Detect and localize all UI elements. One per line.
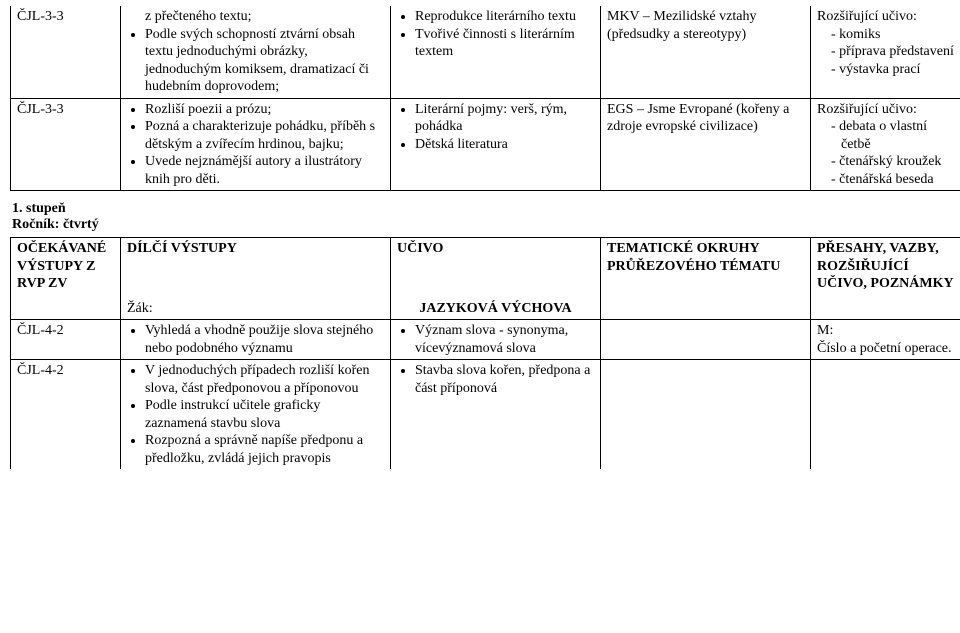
outcomes-cell: V jednoduchých případech rozliší kořen s… xyxy=(121,360,391,470)
outcomes-cell: Vyhledá a vhodně použije slova stejného … xyxy=(121,320,391,360)
header-c4: PŘESAHY, VAZBY, ROZŠIŘUJÍCÍ UČIVO, POZNÁ… xyxy=(811,238,960,320)
theme-text: MKV – Mezilidské vztahy (předsudky a ste… xyxy=(607,8,804,43)
list-item: Dětská literatura xyxy=(415,136,594,154)
top-table: ČJL-3-3 z přečteného textu; Podle svých … xyxy=(10,6,960,191)
list-item: Rozliší poezii a prózu; xyxy=(145,101,384,119)
header-sub: Žák: xyxy=(127,300,384,318)
notes-text: M: Číslo a početní operace. xyxy=(817,322,954,357)
list-item: výstavka prací xyxy=(831,61,954,79)
outcomes-list: Rozliší poezii a prózu; Pozná a charakte… xyxy=(127,101,384,189)
theme-cell: EGS – Jsme Evropané (kořeny a zdroje evr… xyxy=(601,98,811,191)
curriculum-cell: Význam slova - synonyma, vícevýznamová s… xyxy=(391,320,601,360)
list-item: Literární pojmy: verš, rým, pohádka xyxy=(415,101,594,136)
list-item: V jednoduchých případech rozliší kořen s… xyxy=(145,362,384,397)
curriculum-list: Význam slova - synonyma, vícevýznamová s… xyxy=(397,322,594,357)
list-item: Podle svých schopností ztvární obsah tex… xyxy=(145,26,384,96)
section-line2: Ročník: čtvrtý xyxy=(12,217,950,233)
code-cell: ČJL-4-2 xyxy=(11,320,121,360)
header-sub: JAZYKOVÁ VÝCHOVA xyxy=(397,300,594,318)
header-text: UČIVO xyxy=(397,240,594,258)
outcomes-list: V jednoduchých případech rozliší kořen s… xyxy=(127,362,384,467)
theme-cell: MKV – Mezilidské vztahy (předsudky a ste… xyxy=(601,6,811,98)
code: ČJL-3-3 xyxy=(17,101,114,119)
list-item: Rozpozná a správně napíše předponu a pře… xyxy=(145,432,384,467)
list-item: čtenářský kroužek xyxy=(831,153,954,171)
intro-text: z přečteného textu; xyxy=(127,8,384,26)
header-text: OČEKÁVANÉ VÝSTUPY Z RVP ZV xyxy=(17,241,106,291)
page: ČJL-3-3 z přečteného textu; Podle svých … xyxy=(0,0,960,633)
notes-lead: Rozšiřující učivo: xyxy=(817,8,954,26)
outcomes-list: Podle svých schopností ztvární obsah tex… xyxy=(127,26,384,96)
code-cell: ČJL-4-2 xyxy=(11,360,121,470)
header-text: TEMATICKÉ OKRUHY PRŮŘEZOVÉHO TÉMATU xyxy=(607,241,780,274)
list-item: komiks xyxy=(831,26,954,44)
table-row: ČJL-4-2 Vyhledá a vhodně použije slova s… xyxy=(11,320,960,360)
header-row: OČEKÁVANÉ VÝSTUPY Z RVP ZV DÍLČÍ VÝSTUPY… xyxy=(11,238,960,320)
code: ČJL-4-2 xyxy=(17,362,114,380)
table-row: ČJL-3-3 z přečteného textu; Podle svých … xyxy=(11,6,960,98)
list-item: debata o vlastní četbě xyxy=(831,118,954,153)
notes-cell xyxy=(811,360,960,470)
header-c0: OČEKÁVANÉ VÝSTUPY Z RVP ZV xyxy=(11,238,121,320)
curriculum-cell: Literární pojmy: verš, rým, pohádka Děts… xyxy=(391,98,601,191)
theme-text: EGS – Jsme Evropané (kořeny a zdroje evr… xyxy=(607,101,804,136)
notes-cell: Rozšiřující učivo: komiks příprava předs… xyxy=(811,6,960,98)
notes-cell: M: Číslo a početní operace. xyxy=(811,320,960,360)
curriculum-list: Stavba slova kořen, předpona a část příp… xyxy=(397,362,594,397)
list-item: Podle instrukcí učitele graficky zazname… xyxy=(145,397,384,432)
outcomes-cell: z přečteného textu; Podle svých schopnos… xyxy=(121,6,391,98)
header-c3: TEMATICKÉ OKRUHY PRŮŘEZOVÉHO TÉMATU xyxy=(601,238,811,320)
header-c1: DÍLČÍ VÝSTUPY Žák: xyxy=(121,238,391,320)
code: ČJL-3-3 xyxy=(17,8,114,26)
theme-cell xyxy=(601,320,811,360)
notes-list: komiks příprava představení výstavka pra… xyxy=(817,26,954,79)
section-line1: 1. stupeň xyxy=(12,201,950,217)
list-item: Tvořivé činnosti s literárním textem xyxy=(415,26,594,61)
code: ČJL-4-2 xyxy=(17,322,114,340)
curriculum-cell: Reprodukce literárního textu Tvořivé čin… xyxy=(391,6,601,98)
code-cell: ČJL-3-3 xyxy=(11,6,121,98)
curriculum-cell: Stavba slova kořen, předpona a část příp… xyxy=(391,360,601,470)
list-item: Pozná a charakterizuje pohádku, příběh s… xyxy=(145,118,384,153)
list-item: Význam slova - synonyma, vícevýznamová s… xyxy=(415,322,594,357)
notes-lead: Rozšiřující učivo: xyxy=(817,101,954,119)
list-item: Stavba slova kořen, předpona a část příp… xyxy=(415,362,594,397)
header-c2: UČIVO JAZYKOVÁ VÝCHOVA xyxy=(391,238,601,320)
list-item: čtenářská beseda xyxy=(831,171,954,189)
list-item: příprava představení xyxy=(831,43,954,61)
theme-cell xyxy=(601,360,811,470)
curriculum-list: Reprodukce literárního textu Tvořivé čin… xyxy=(397,8,594,61)
list-item: Vyhledá a vhodně použije slova stejného … xyxy=(145,322,384,357)
code-cell: ČJL-3-3 xyxy=(11,98,121,191)
header-text: PŘESAHY, VAZBY, ROZŠIŘUJÍCÍ UČIVO, POZNÁ… xyxy=(817,241,954,291)
list-item: Reprodukce literárního textu xyxy=(415,8,594,26)
bottom-table: OČEKÁVANÉ VÝSTUPY Z RVP ZV DÍLČÍ VÝSTUPY… xyxy=(10,237,960,469)
outcomes-cell: Rozliší poezii a prózu; Pozná a charakte… xyxy=(121,98,391,191)
section-heading: 1. stupeň Ročník: čtvrtý xyxy=(12,201,950,233)
table-row: ČJL-4-2 V jednoduchých případech rozliší… xyxy=(11,360,960,470)
outcomes-list: Vyhledá a vhodně použije slova stejného … xyxy=(127,322,384,357)
notes-list: debata o vlastní četbě čtenářský kroužek… xyxy=(817,118,954,188)
notes-cell: Rozšiřující učivo: debata o vlastní četb… xyxy=(811,98,960,191)
curriculum-list: Literární pojmy: verš, rým, pohádka Děts… xyxy=(397,101,594,154)
list-item: Uvede nejznámější autory a ilustrátory k… xyxy=(145,153,384,188)
table-row: ČJL-3-3 Rozliší poezii a prózu; Pozná a … xyxy=(11,98,960,191)
header-text: DÍLČÍ VÝSTUPY xyxy=(127,240,384,258)
